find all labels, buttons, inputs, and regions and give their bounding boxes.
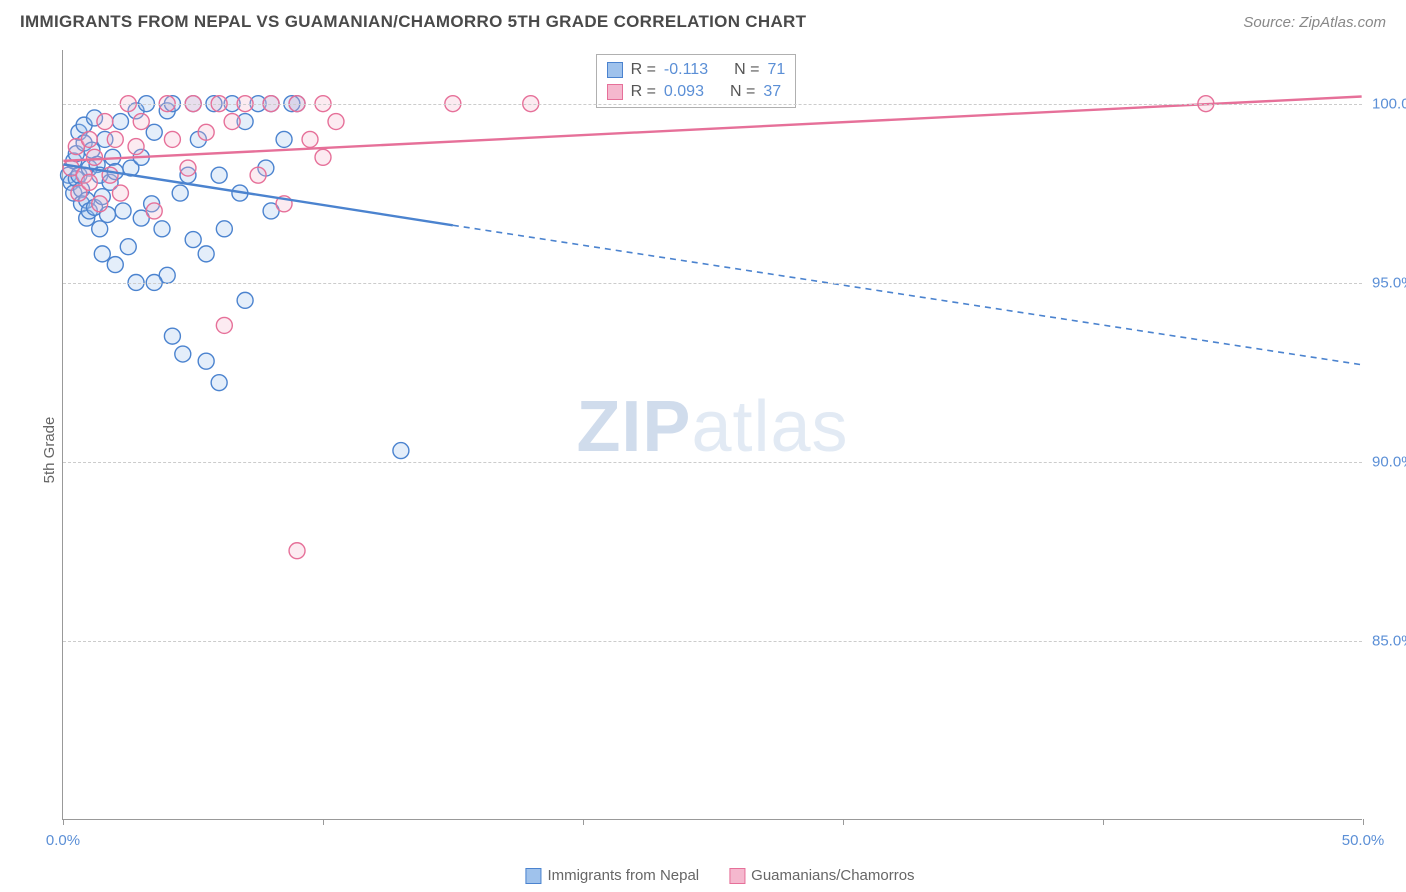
x-tick-label: 50.0%	[1342, 832, 1385, 849]
data-point	[94, 246, 110, 262]
data-point	[112, 185, 128, 201]
y-tick-label: 95.0%	[1372, 274, 1406, 291]
legend-label: Guamanians/Chamorros	[751, 867, 914, 884]
plot-svg	[63, 50, 1362, 819]
gridline	[63, 104, 1362, 105]
data-point	[211, 375, 227, 391]
data-point	[107, 131, 123, 147]
data-point	[81, 131, 97, 147]
data-point	[112, 114, 128, 130]
data-point	[164, 328, 180, 344]
r-label: R =	[631, 61, 656, 79]
legend-item: Immigrants from Nepal	[525, 867, 699, 884]
data-point	[92, 221, 108, 237]
r-label: R =	[631, 83, 656, 101]
data-point	[276, 131, 292, 147]
n-value: 71	[767, 61, 785, 79]
data-point	[216, 317, 232, 333]
data-point	[102, 167, 118, 183]
data-point	[87, 149, 103, 165]
data-point	[92, 196, 108, 212]
r-value: -0.113	[664, 61, 708, 79]
data-point	[198, 246, 214, 262]
data-point	[146, 203, 162, 219]
n-label: N =	[730, 83, 755, 101]
data-point	[302, 131, 318, 147]
y-axis-label: 5th Grade	[41, 417, 58, 484]
x-tick-mark	[1103, 819, 1104, 825]
data-point	[115, 203, 131, 219]
stats-legend-box: R =-0.113N =71R =0.093N =37	[596, 54, 797, 108]
data-point	[120, 239, 136, 255]
data-point	[180, 160, 196, 176]
data-point	[81, 174, 97, 190]
data-point	[185, 232, 201, 248]
data-point	[175, 346, 191, 362]
stats-row: R = 0.093 N = 37	[607, 81, 786, 103]
legend-swatch	[729, 868, 745, 884]
r-value: 0.093	[664, 83, 704, 101]
data-point	[198, 124, 214, 140]
data-point	[164, 131, 180, 147]
series-swatch	[607, 84, 623, 100]
trend-line-dashed	[453, 225, 1362, 364]
data-point	[146, 124, 162, 140]
x-tick-mark	[323, 819, 324, 825]
data-point	[315, 149, 331, 165]
source-label: Source: ZipAtlas.com	[1243, 14, 1386, 31]
n-value: 37	[763, 83, 781, 101]
source-name: ZipAtlas.com	[1299, 14, 1386, 31]
data-point	[198, 353, 214, 369]
legend-item: Guamanians/Chamorros	[729, 867, 914, 884]
data-point	[393, 443, 409, 459]
x-tick-mark	[583, 819, 584, 825]
x-tick-mark	[843, 819, 844, 825]
legend-bottom: Immigrants from Nepal Guamanians/Chamorro…	[525, 867, 914, 884]
data-point	[216, 221, 232, 237]
data-point	[250, 167, 266, 183]
data-point	[224, 114, 240, 130]
y-tick-label: 85.0%	[1372, 632, 1406, 649]
data-point	[237, 292, 253, 308]
stats-row: R = -0.113 N = 71	[607, 59, 786, 81]
n-label: N =	[734, 61, 759, 79]
data-point	[128, 139, 144, 155]
data-point	[172, 185, 188, 201]
x-tick-mark	[63, 819, 64, 825]
x-tick-mark	[1363, 819, 1364, 825]
gridline	[63, 283, 1362, 284]
data-point	[133, 114, 149, 130]
legend-swatch	[525, 868, 541, 884]
data-point	[328, 114, 344, 130]
gridline	[63, 641, 1362, 642]
data-point	[97, 114, 113, 130]
gridline	[63, 462, 1362, 463]
data-point	[154, 221, 170, 237]
legend-label: Immigrants from Nepal	[547, 867, 699, 884]
x-tick-label: 0.0%	[46, 832, 80, 849]
data-point	[211, 167, 227, 183]
chart-title: IMMIGRANTS FROM NEPAL VS GUAMANIAN/CHAMO…	[20, 12, 806, 32]
data-point	[107, 257, 123, 273]
data-point	[289, 543, 305, 559]
plot-area: ZIPatlas R =-0.113N =71R =0.093N =37 85.…	[62, 50, 1362, 820]
y-tick-label: 100.0%	[1372, 95, 1406, 112]
series-swatch	[607, 62, 623, 78]
y-tick-label: 90.0%	[1372, 453, 1406, 470]
source-prefix: Source:	[1243, 14, 1299, 31]
